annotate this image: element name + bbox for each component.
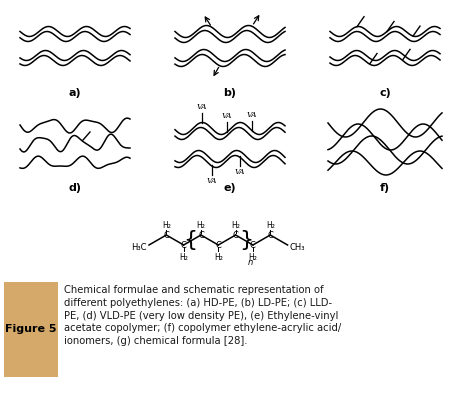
Text: c): c) bbox=[379, 88, 391, 98]
Text: d): d) bbox=[69, 183, 81, 193]
Text: H₂: H₂ bbox=[196, 220, 205, 230]
Text: H₂: H₂ bbox=[231, 220, 240, 230]
Text: VA: VA bbox=[235, 169, 245, 176]
Text: f): f) bbox=[380, 183, 390, 193]
Text: Figure 5: Figure 5 bbox=[5, 325, 57, 334]
Text: C: C bbox=[233, 231, 238, 239]
Text: e): e) bbox=[224, 183, 236, 193]
Text: H₂: H₂ bbox=[162, 220, 171, 230]
FancyBboxPatch shape bbox=[4, 282, 58, 377]
Text: C: C bbox=[163, 231, 169, 239]
Text: H₂: H₂ bbox=[266, 220, 275, 230]
Text: C: C bbox=[198, 231, 204, 239]
Text: VA: VA bbox=[247, 110, 257, 119]
Text: H₂: H₂ bbox=[248, 252, 257, 261]
Text: }: } bbox=[240, 230, 254, 250]
Text: VA: VA bbox=[207, 177, 217, 185]
Text: C: C bbox=[250, 241, 256, 250]
Text: Chemical formulae and schematic representation of
different polyethylenes: (a) H: Chemical formulae and schematic represen… bbox=[64, 285, 341, 346]
Text: VA: VA bbox=[222, 112, 232, 120]
Text: C: C bbox=[181, 241, 186, 250]
Text: H₂: H₂ bbox=[179, 252, 188, 261]
Text: C: C bbox=[267, 231, 273, 239]
Text: CH₃: CH₃ bbox=[289, 242, 305, 252]
Text: H₂: H₂ bbox=[214, 252, 223, 261]
Text: b): b) bbox=[224, 88, 236, 98]
Text: a): a) bbox=[69, 88, 81, 98]
Text: VA: VA bbox=[197, 103, 207, 110]
Text: n: n bbox=[247, 258, 253, 267]
Text: C: C bbox=[215, 241, 221, 250]
Text: {: { bbox=[183, 230, 197, 250]
Text: H₃C: H₃C bbox=[131, 242, 147, 252]
